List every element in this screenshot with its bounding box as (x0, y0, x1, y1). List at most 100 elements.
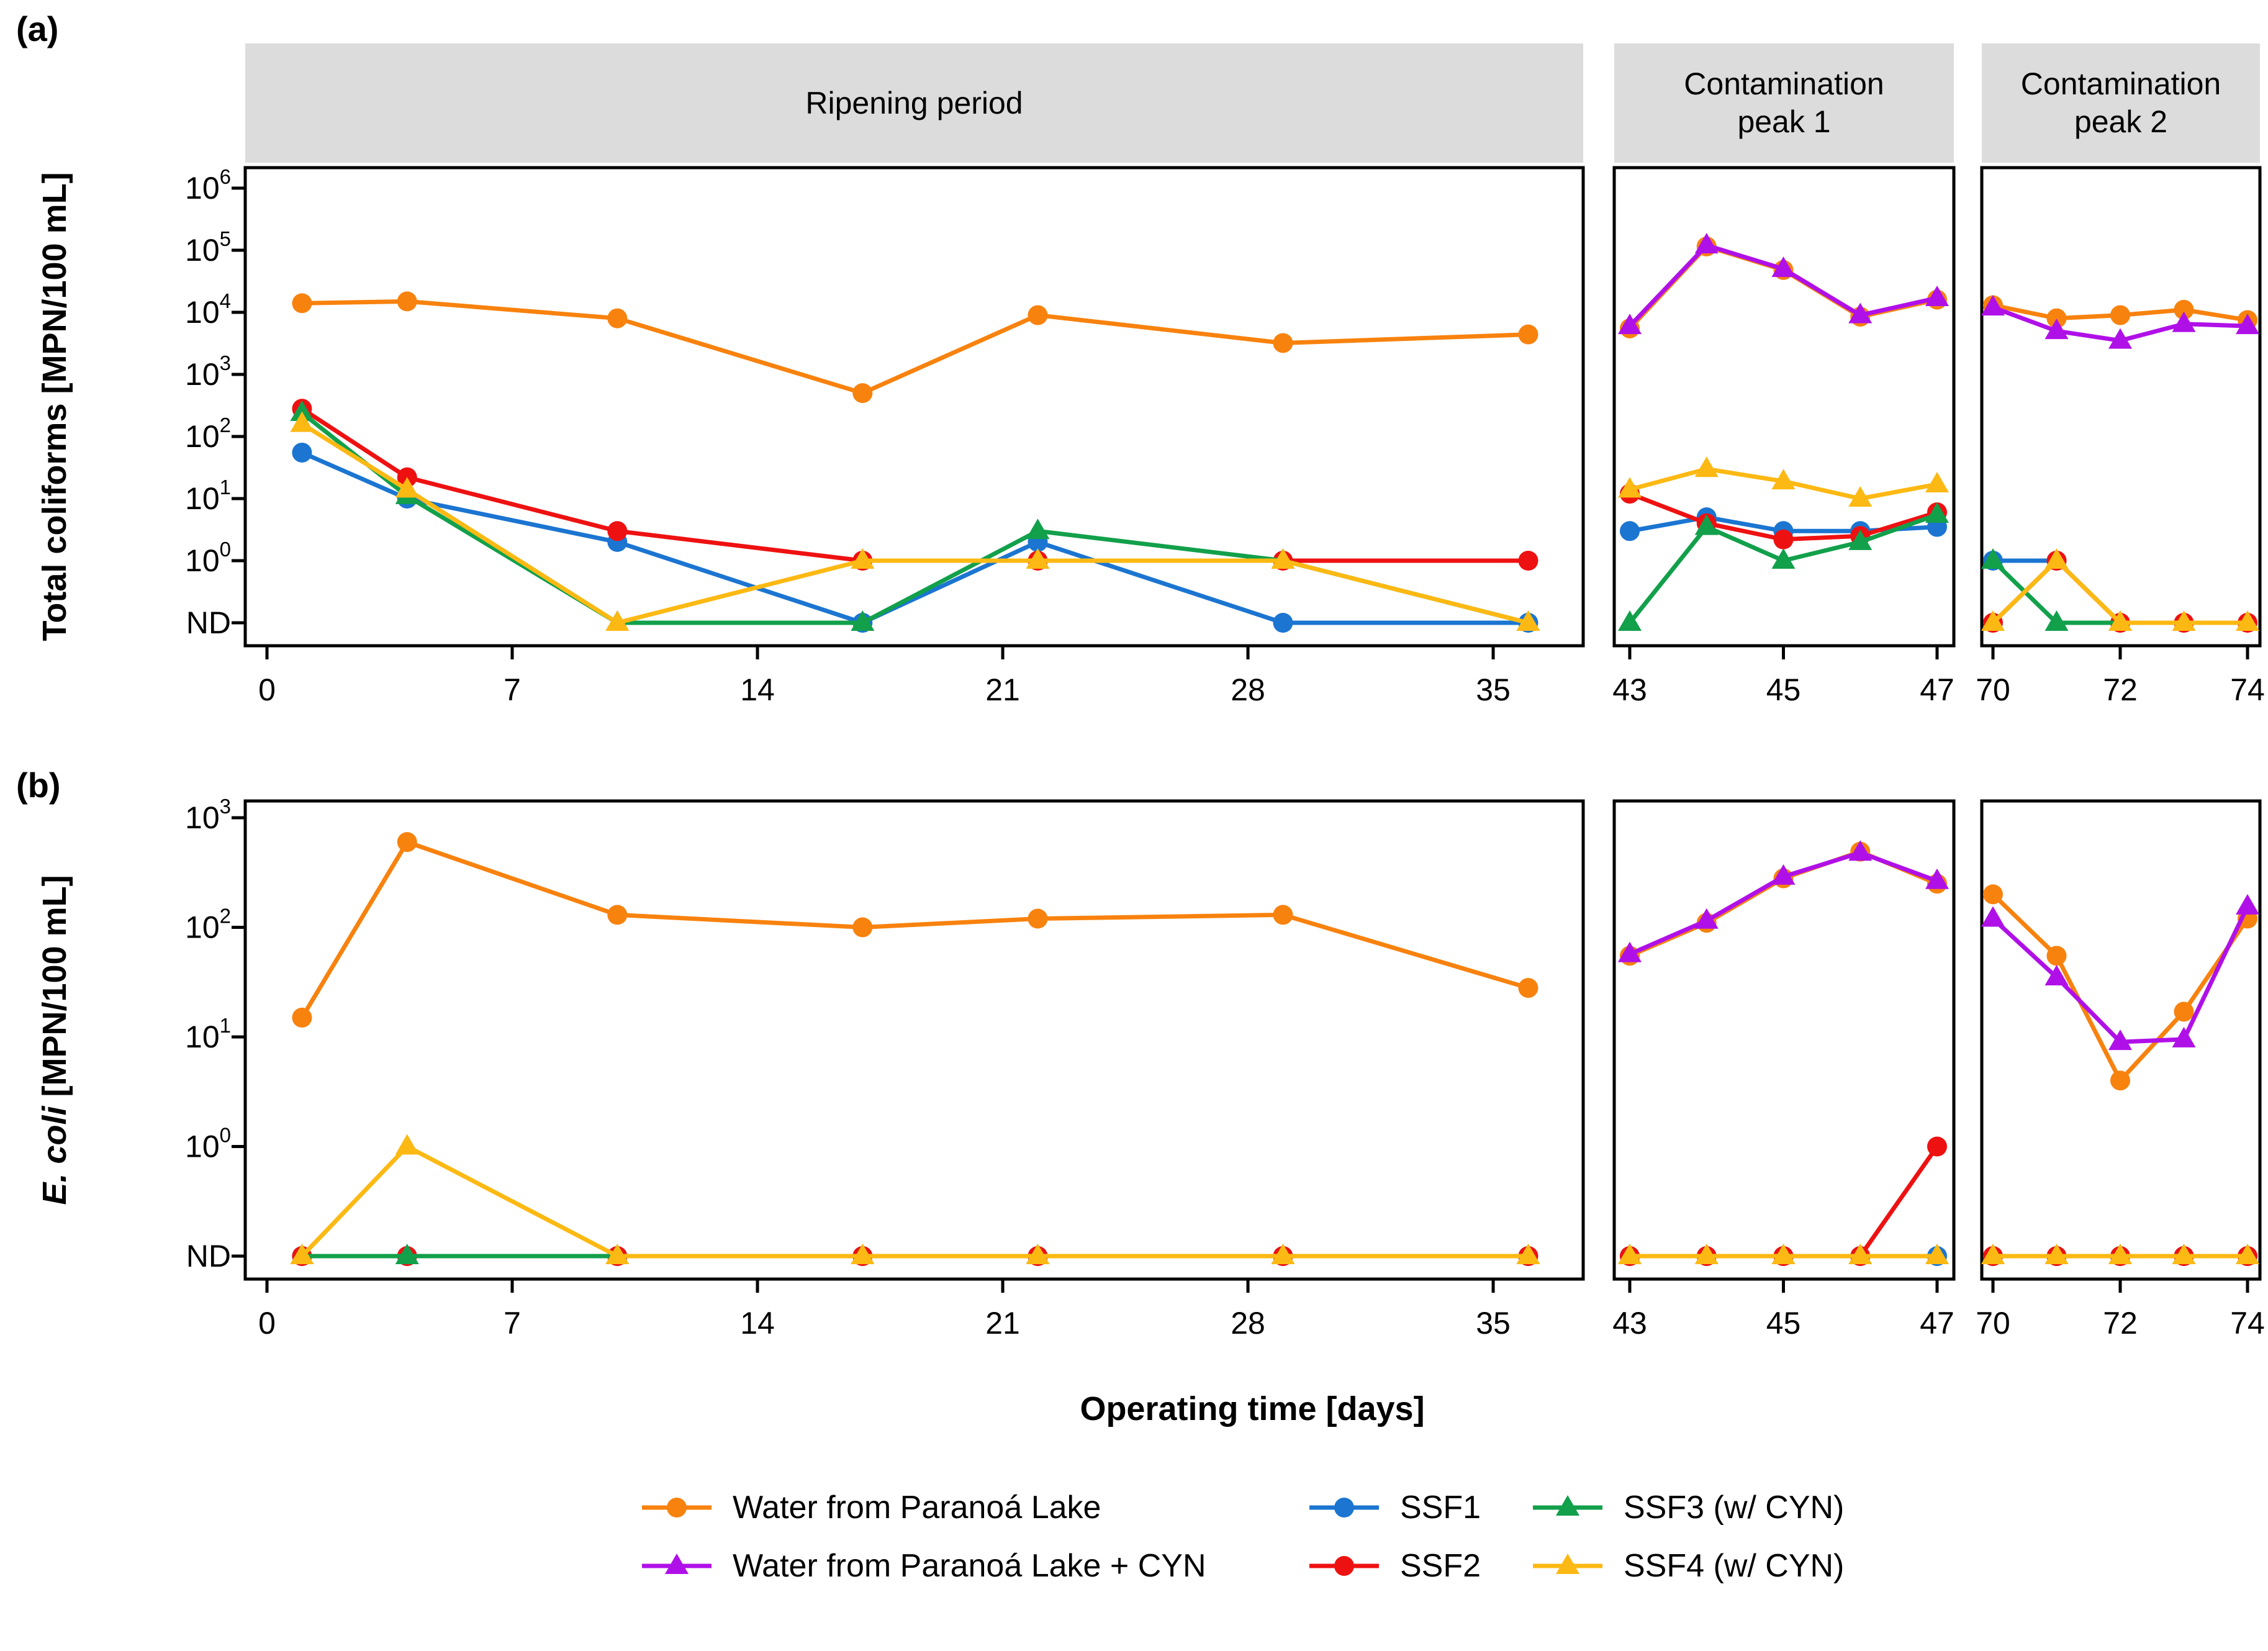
series-marker-ssf2 (607, 521, 628, 541)
series-marker-lake_cyn (2172, 1026, 2196, 1047)
x-tick-label: 35 (1476, 1306, 1511, 1341)
legend-ssf1-marker (1334, 1498, 1354, 1518)
x-tick-label: 7 (504, 672, 521, 707)
header-peak2-line1: Contamination (2020, 66, 2221, 101)
series-marker-ssf4 (395, 477, 419, 498)
series-marker-lake (397, 832, 417, 853)
panel-frame (243, 799, 1585, 1281)
series-marker-lake (2046, 308, 2067, 328)
x-tick-label: 14 (740, 672, 775, 707)
series-line-ssf4 (300, 1144, 1529, 1259)
series-marker-ssf4 (851, 1244, 875, 1264)
panel-a-label: (a) (16, 9, 59, 48)
series-marker-ssf4 (2108, 1244, 2132, 1264)
panel-frame (1612, 166, 1956, 648)
legend-label-lake: Water from Paranoá Lake (733, 1490, 1101, 1526)
series-lake (292, 832, 1538, 1028)
series-marker-ssf4 (2044, 1244, 2069, 1264)
series-ssf2 (292, 399, 1538, 571)
panel-frame (243, 166, 1585, 648)
y-tick-label: 103 (185, 351, 231, 392)
panel-a-1: 43 45 47 (1612, 166, 1956, 707)
panel-a-2: 70 72 74 (1976, 166, 2265, 707)
legend-label-ssf2: SSF2 (1400, 1548, 1481, 1584)
panel-b-2: 70 72 74 (1976, 799, 2265, 1341)
panel-b-0: 0 7 14 21 28 35 103 102 101 100 ND (185, 795, 1585, 1341)
legend-marker-lake-cyn-triangle-icon (642, 1554, 712, 1574)
legend-marker-ssf4-triangle-icon (1533, 1554, 1602, 1574)
legend-label-ssf4: SSF4 (w/ CYN) (1624, 1548, 1845, 1584)
series-marker-ssf4 (2172, 610, 2196, 631)
series-line-ssf2 (1630, 1145, 1939, 1259)
series-marker-ssf4 (2236, 1244, 2259, 1264)
series-marker-ssf3 (2044, 610, 2069, 631)
x-tick-label: 72 (2103, 1306, 2138, 1341)
panel-b-label: (b) (16, 766, 61, 805)
legend-marker-ssf2-circle-icon (1309, 1556, 1379, 1576)
series-marker-lake_cyn (1925, 868, 1949, 889)
series-marker-ssf1 (1273, 613, 1293, 633)
legend-ssf4-marker (1556, 1554, 1579, 1574)
legend-marker-ssf1-circle-icon (1309, 1498, 1379, 1518)
series-marker-lake (852, 383, 873, 404)
series-marker-ssf2 (1518, 551, 1538, 571)
x-tick-label: 45 (1766, 672, 1801, 707)
series-marker-lake (607, 308, 628, 328)
x-tick-label: 47 (1920, 672, 1954, 707)
legend-item-lake-cyn: Water from Paranoá Lake + CYN (639, 1547, 1307, 1585)
series-marker-lake_cyn (2044, 964, 2069, 985)
series-marker-ssf3 (1771, 548, 1796, 569)
series-marker-ssf2 (1927, 1136, 1947, 1157)
y-tick-label: 102 (185, 905, 231, 945)
series-marker-ssf3 (290, 400, 314, 421)
series-marker-ssf3 (1694, 514, 1719, 535)
legend-item-ssf4: SSF4 (w/ CYN) (1530, 1547, 1844, 1585)
legend-item-ssf2: SSF2 (1307, 1547, 1530, 1585)
series-ssf3 (290, 400, 1540, 631)
x-tick-label: 28 (1231, 1306, 1265, 1341)
series-ssf4 (290, 1134, 1540, 1264)
series-marker-lake (292, 1007, 312, 1028)
series-marker-ssf2 (1773, 529, 1794, 550)
series-marker-lake (2110, 305, 2130, 325)
series-marker-ssf4 (605, 610, 630, 631)
series-lake_cyn (1981, 893, 2259, 1051)
x-tick-label: 43 (1612, 672, 1647, 707)
series-marker-lake (1028, 305, 1048, 325)
y-tick-label: 102 (185, 414, 231, 454)
series-marker-ssf4 (1271, 548, 1295, 569)
series-lake_cyn (1618, 840, 1949, 962)
series-marker-ssf4 (1771, 1244, 1796, 1264)
series-ssf4 (1981, 548, 2259, 631)
series-marker-ssf4 (2044, 548, 2069, 569)
series-marker-ssf3 (1925, 502, 1949, 523)
x-tick-label: 45 (1766, 1306, 1801, 1341)
y-tick-label: ND (186, 605, 231, 640)
series-marker-lake_cyn (1981, 295, 2005, 316)
series-marker-lake (852, 917, 873, 938)
series-marker-lake (2110, 1070, 2130, 1091)
x-tick-label: 0 (258, 1306, 276, 1341)
series-marker-ssf3 (851, 610, 875, 631)
series-marker-ssf3 (1618, 610, 1642, 631)
series-marker-lake (1028, 908, 1048, 929)
x-tick-label: 7 (504, 1306, 521, 1341)
series-ssf3 (1618, 502, 1949, 631)
series-marker-lake (1273, 333, 1293, 353)
series-marker-lake_cyn (1981, 906, 2005, 927)
x-tick-label: 72 (2103, 672, 2138, 707)
legend-item-ssf3: SSF3 (w/ CYN) (1530, 1489, 1844, 1526)
series-ssf4 (1618, 456, 1949, 507)
series-marker-ssf4 (1026, 548, 1050, 569)
series-marker-lake_cyn (2236, 893, 2259, 915)
series-marker-ssf3 (1848, 529, 1873, 550)
series-marker-ssf4 (1618, 1244, 1642, 1264)
panel-frame (1980, 166, 2262, 648)
y-tick-label: ND (186, 1239, 231, 1273)
series-marker-ssf4 (1981, 1244, 2005, 1264)
x-tick-label: 74 (2230, 672, 2265, 707)
series-marker-ssf4 (1694, 456, 1719, 477)
series-marker-lake_cyn (1848, 840, 1873, 861)
series-marker-lake (1273, 905, 1293, 925)
legend-item-ssf1: SSF1 (1307, 1489, 1530, 1526)
